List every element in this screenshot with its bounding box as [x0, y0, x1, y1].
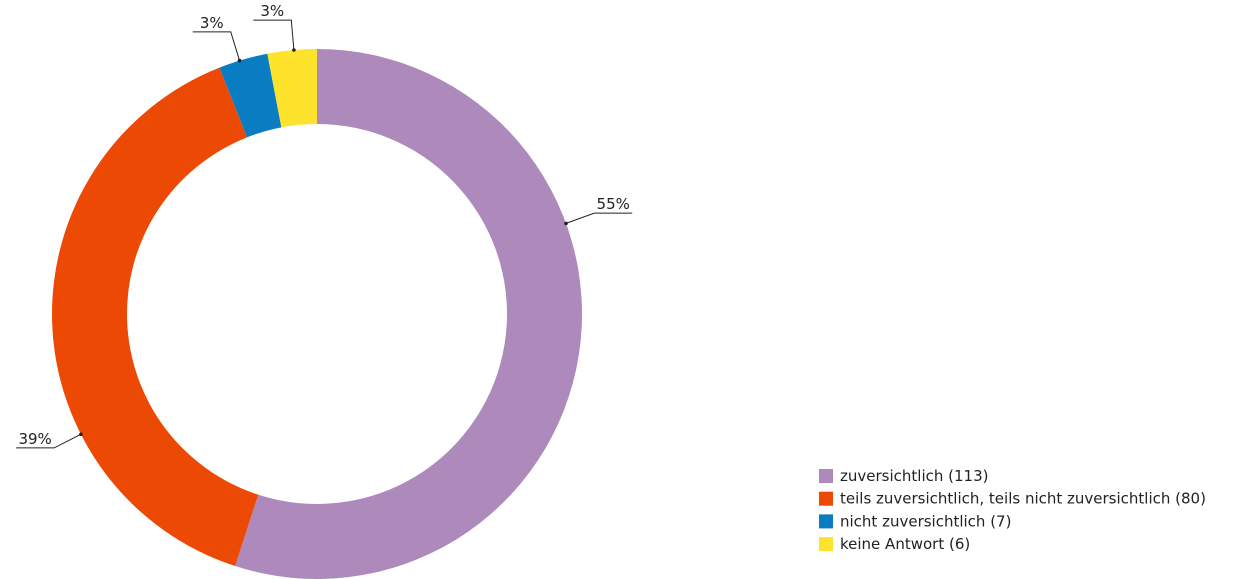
- legend-label: keine Antwort (6): [840, 535, 970, 553]
- legend-label: teils zuversichtlich, teils nicht zuvers…: [840, 490, 1206, 508]
- leader-line: [16, 433, 82, 449]
- legend-swatch: [819, 469, 833, 483]
- donut-slice: [51, 67, 259, 567]
- data-label: 3%: [260, 2, 284, 20]
- data-label: 3%: [200, 14, 224, 32]
- legend-swatch: [819, 491, 833, 506]
- donut-slice: [219, 53, 282, 138]
- legend-swatch: [819, 514, 833, 529]
- legend-label: zuversichtlich (113): [840, 467, 988, 485]
- leader-line: [565, 212, 633, 224]
- leader-dot: [292, 48, 296, 52]
- leader-line: [192, 31, 240, 61]
- data-label: 55%: [597, 195, 630, 213]
- legend-swatch: [819, 537, 833, 552]
- data-label: 39%: [18, 430, 51, 448]
- donut-slice: [267, 49, 317, 128]
- legend-label: nicht zuversichtlich (7): [840, 512, 1011, 530]
- donut-slice: [235, 49, 583, 579]
- leader-line: [253, 19, 295, 51]
